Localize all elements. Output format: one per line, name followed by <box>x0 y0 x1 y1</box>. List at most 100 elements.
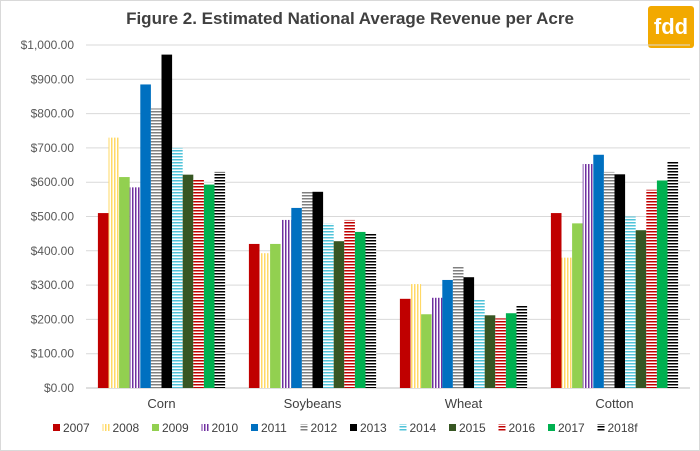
bar-soybeans-2013 <box>312 191 324 388</box>
legend-swatch <box>53 424 60 431</box>
y-tick-label: $0.00 <box>44 381 74 395</box>
bar-wheat-2007 <box>399 298 411 388</box>
legend-swatch <box>548 424 555 431</box>
bar-cotton-2008 <box>561 257 573 388</box>
bar-wheat-2012 <box>452 266 464 388</box>
bar-cotton-2016 <box>646 189 657 388</box>
bar-soybeans-2011 <box>291 207 302 388</box>
legend-item-2016: 2016 <box>498 421 536 435</box>
chart-title: Figure 2. Estimated National Average Rev… <box>126 9 574 28</box>
bar-soybeans-2018f <box>365 233 377 388</box>
bar-cotton-2015 <box>635 230 647 388</box>
x-category-label: Wheat <box>445 396 483 411</box>
y-axis: $0.00 $100.00 $200.00 $300.00 $400.00 $500.00… <box>21 38 75 395</box>
bar-cotton-2009 <box>572 223 583 388</box>
bar-cotton-2013 <box>614 174 626 388</box>
bar-wheat-2018f <box>516 305 528 388</box>
legend-swatch <box>251 424 258 431</box>
y-tick-label: $500.00 <box>31 210 75 224</box>
legend-item-2008: 2008 <box>102 421 140 435</box>
legend-label: 2018f <box>608 421 639 435</box>
legend-swatch <box>399 424 407 431</box>
bar-cotton-2011 <box>593 154 604 388</box>
bar-cotton-2007 <box>550 213 562 388</box>
bar-soybeans-2008 <box>259 253 271 388</box>
bar-corn-2018f <box>214 171 226 388</box>
bar-corn-2010 <box>129 187 141 388</box>
bar-corn-2008 <box>108 137 120 388</box>
legend-item-2007: 2007 <box>53 421 90 435</box>
legend-swatch <box>102 424 110 431</box>
bar-corn-2011 <box>140 84 151 388</box>
legend-swatch <box>498 424 506 431</box>
legend-item-2012: 2012 <box>300 421 338 435</box>
legend-label: 2009 <box>162 421 189 435</box>
y-tick-label: $700.00 <box>31 141 75 155</box>
legend-label: 2015 <box>459 421 486 435</box>
bar-corn-2017 <box>203 184 215 388</box>
bar-cotton-2010 <box>582 164 594 388</box>
legend-swatch <box>350 424 357 431</box>
x-category-label: Corn <box>147 396 175 411</box>
y-tick-label: $900.00 <box>31 72 75 86</box>
legend-label: 2017 <box>558 421 585 435</box>
y-tick-label: $100.00 <box>31 347 75 361</box>
legend-item-2014: 2014 <box>399 421 437 435</box>
bar-soybeans-2007 <box>248 243 260 388</box>
legend-swatch <box>300 424 308 431</box>
y-tick-label: $400.00 <box>31 244 75 258</box>
legend-item-2009: 2009 <box>152 421 189 435</box>
bar-soybeans-2012 <box>301 191 313 388</box>
bar-soybeans-2010 <box>280 219 292 388</box>
bar-cotton-2014 <box>625 216 636 388</box>
bar-wheat-2017 <box>505 313 517 388</box>
x-category-label: Cotton <box>595 396 633 411</box>
legend-swatch <box>201 424 209 431</box>
legend-swatch <box>152 424 159 431</box>
bar-soybeans-2014 <box>323 223 334 388</box>
bar-cotton-2017 <box>656 180 668 388</box>
legend-label: 2011 <box>261 421 287 435</box>
bar-wheat-2015 <box>484 315 496 388</box>
legend-label: 2008 <box>113 421 140 435</box>
y-tick-label: $200.00 <box>31 312 75 326</box>
legend-label: 2012 <box>311 421 338 435</box>
legend-swatch <box>449 424 456 431</box>
legend-swatch <box>597 424 605 431</box>
bar-corn-2016 <box>193 179 204 388</box>
bar-wheat-2013 <box>463 277 475 388</box>
legend-label: 2007 <box>63 421 90 435</box>
bar-wheat-2010 <box>431 297 443 388</box>
y-tick-label: $600.00 <box>31 175 75 189</box>
legend: 2007 2008 2009 2010 2011 2012 2013 2014 2015 2016… <box>53 421 638 435</box>
bar-soybeans-2017 <box>354 231 366 388</box>
bar-wheat-2016 <box>495 318 506 388</box>
bar-cotton-2012 <box>603 171 615 388</box>
legend-label: 2016 <box>509 421 536 435</box>
bar-corn-2012 <box>150 108 162 388</box>
legend-label: 2013 <box>360 421 387 435</box>
bar-corn-2015 <box>182 174 194 388</box>
x-axis: Corn Soybeans Wheat Cotton <box>147 396 633 411</box>
bar-soybeans-2016 <box>344 219 355 388</box>
bar-corn-2014 <box>172 147 183 388</box>
bar-wheat-2008 <box>410 284 422 388</box>
legend-item-2018f: 2018f <box>597 421 639 435</box>
bars <box>97 54 679 388</box>
bar-wheat-2009 <box>421 314 432 388</box>
legend-item-2017: 2017 <box>548 421 585 435</box>
legend-label: 2014 <box>410 421 437 435</box>
bar-wheat-2011 <box>442 279 453 388</box>
y-tick-label: $1,000.00 <box>21 38 75 52</box>
bar-soybeans-2009 <box>270 243 281 388</box>
bar-corn-2013 <box>161 54 173 388</box>
x-category-label: Soybeans <box>284 396 342 411</box>
bar-corn-2007 <box>97 213 109 388</box>
legend-item-2013: 2013 <box>350 421 387 435</box>
legend-label: 2010 <box>212 421 239 435</box>
bar-wheat-2014 <box>474 299 485 388</box>
y-tick-label: $300.00 <box>31 278 75 292</box>
legend-item-2015: 2015 <box>449 421 486 435</box>
bar-cotton-2018f <box>667 161 679 388</box>
